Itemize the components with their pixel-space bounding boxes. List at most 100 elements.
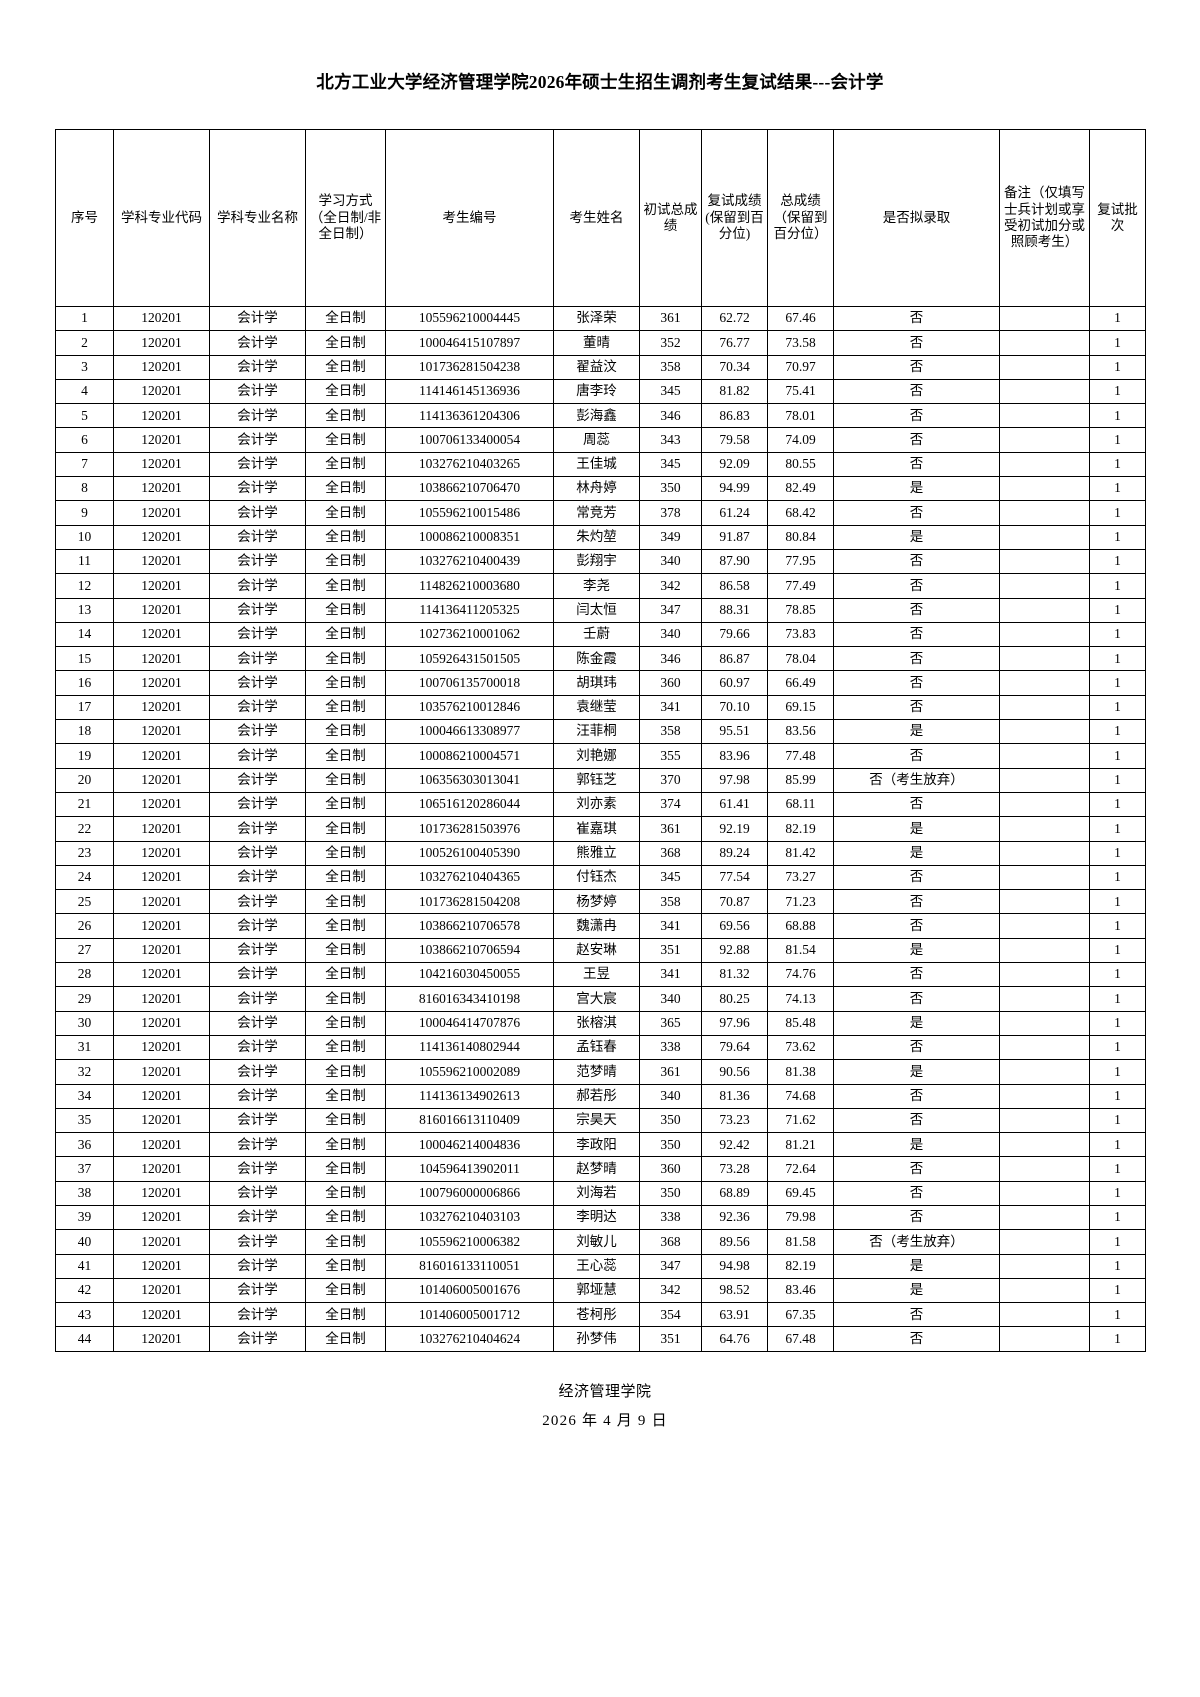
table-header-row: 序号 学科专业代码 学科专业名称 学习方式（全日制/非全日制） 考生编号 考生姓… xyxy=(55,129,1146,307)
cell-major-name: 会计学 xyxy=(209,1180,306,1206)
cell-first-exam-score: 347 xyxy=(639,597,702,623)
cell-major-code: 120201 xyxy=(113,986,210,1012)
cell-admitted: 否 xyxy=(833,694,1000,721)
cell-total-score: 69.15 xyxy=(767,694,834,721)
cell-exam-no: 100526100405390 xyxy=(385,840,554,866)
cell-retest-batch: 1 xyxy=(1089,1180,1146,1206)
cell-retest-score: 76.77 xyxy=(701,330,768,356)
cell-major-name: 会计学 xyxy=(209,378,306,405)
cell-admitted: 否 xyxy=(833,962,1000,988)
cell-admitted: 否 xyxy=(833,354,1000,380)
cell-seq: 30 xyxy=(55,1010,114,1036)
cell-study-mode: 全日制 xyxy=(305,986,386,1012)
cell-study-mode: 全日制 xyxy=(305,913,386,939)
cell-study-mode: 全日制 xyxy=(305,816,386,842)
cell-major-name: 会计学 xyxy=(209,937,306,964)
cell-retest-batch: 1 xyxy=(1089,1059,1146,1085)
cell-major-name: 会计学 xyxy=(209,1277,306,1304)
column-header-first-exam-score: 初试总成绩 xyxy=(639,129,702,307)
cell-retest-score: 73.23 xyxy=(701,1107,768,1134)
cell-admitted: 否 xyxy=(833,646,1000,672)
cell-retest-batch: 1 xyxy=(1089,1302,1146,1328)
cell-total-score: 74.68 xyxy=(767,1083,834,1109)
cell-exam-no: 101736281504208 xyxy=(385,889,554,915)
table-row: 38 120201 会计学 全日制 100796000006866 刘海若 350 68.89… xyxy=(55,1180,1146,1206)
cell-study-mode: 全日制 xyxy=(305,573,386,599)
table-row: 44 120201 会计学 全日制 103276210404624 孙梦伟 351 64.76… xyxy=(55,1326,1146,1352)
cell-first-exam-score: 342 xyxy=(639,1277,702,1304)
cell-total-score: 82.19 xyxy=(767,1253,834,1279)
cell-exam-no: 101736281503976 xyxy=(385,816,554,842)
cell-total-score: 68.42 xyxy=(767,500,834,526)
cell-candidate-name: 董晴 xyxy=(553,330,640,356)
cell-first-exam-score: 351 xyxy=(639,937,702,964)
table-row: 26 120201 会计学 全日制 103866210706578 魏潇冉 341 69.56… xyxy=(55,913,1146,939)
cell-retest-batch: 1 xyxy=(1089,427,1146,453)
cell-major-code: 120201 xyxy=(113,1326,210,1352)
cell-exam-no: 105596210002089 xyxy=(385,1059,554,1085)
cell-major-code: 120201 xyxy=(113,403,210,429)
cell-retest-score: 81.32 xyxy=(701,962,768,988)
table-row: 1 120201 会计学 全日制 105596210004445 张泽荣 361 62.72 6… xyxy=(55,305,1146,332)
cell-major-code: 120201 xyxy=(113,646,210,672)
cell-retest-batch: 1 xyxy=(1089,548,1146,575)
cell-exam-no: 816016133110051 xyxy=(385,1253,554,1279)
cell-total-score: 77.49 xyxy=(767,573,834,599)
cell-admitted: 是 xyxy=(833,719,1000,745)
cell-first-exam-score: 355 xyxy=(639,743,702,769)
cell-major-code: 120201 xyxy=(113,719,210,745)
cell-remark xyxy=(999,767,1090,793)
cell-major-code: 120201 xyxy=(113,305,210,332)
cell-major-name: 会计学 xyxy=(209,621,306,648)
cell-major-name: 会计学 xyxy=(209,1302,306,1328)
cell-candidate-name: 范梦晴 xyxy=(553,1059,640,1085)
cell-candidate-name: 陈金霞 xyxy=(553,646,640,672)
cell-candidate-name: 苍柯彤 xyxy=(553,1302,640,1328)
cell-seq: 42 xyxy=(55,1277,114,1304)
cell-study-mode: 全日制 xyxy=(305,1229,386,1255)
cell-total-score: 70.97 xyxy=(767,354,834,380)
column-header-major-name-label: 学科专业名称 xyxy=(217,209,298,225)
cell-seq: 25 xyxy=(55,889,114,915)
cell-study-mode: 全日制 xyxy=(305,1277,386,1304)
cell-major-name: 会计学 xyxy=(209,427,306,453)
cell-remark xyxy=(999,500,1090,526)
cell-retest-batch: 1 xyxy=(1089,1277,1146,1304)
cell-major-name: 会计学 xyxy=(209,1107,306,1134)
cell-first-exam-score: 368 xyxy=(639,1229,702,1255)
cell-total-score: 74.13 xyxy=(767,986,834,1012)
cell-retest-score: 64.76 xyxy=(701,1326,768,1352)
column-header-exam-no-label: 考生编号 xyxy=(442,209,497,225)
cell-first-exam-score: 340 xyxy=(639,621,702,648)
cell-exam-no: 105596210015486 xyxy=(385,500,554,526)
issue-date: 2026 年 4 月 9 日 xyxy=(542,1413,668,1430)
cell-major-code: 120201 xyxy=(113,1132,210,1158)
cell-major-name: 会计学 xyxy=(209,1326,306,1352)
cell-admitted: 否 xyxy=(833,1204,1000,1231)
cell-major-code: 120201 xyxy=(113,548,210,575)
cell-retest-score: 87.90 xyxy=(701,548,768,575)
cell-remark xyxy=(999,524,1090,550)
cell-total-score: 85.99 xyxy=(767,767,834,793)
cell-admitted: 否 xyxy=(833,864,1000,891)
cell-first-exam-score: 346 xyxy=(639,646,702,672)
cell-total-score: 82.49 xyxy=(767,476,834,502)
cell-study-mode: 全日制 xyxy=(305,864,386,891)
cell-retest-batch: 1 xyxy=(1089,840,1146,866)
table-row: 42 120201 会计学 全日制 101406005001676 郭垭慧 342 98.52… xyxy=(55,1277,1146,1304)
issuing-department: 经济管理学院 xyxy=(558,1383,652,1400)
cell-retest-score: 89.56 xyxy=(701,1229,768,1255)
cell-total-score: 80.55 xyxy=(767,451,834,478)
cell-major-code: 120201 xyxy=(113,670,210,696)
cell-study-mode: 全日制 xyxy=(305,1180,386,1206)
cell-remark xyxy=(999,889,1090,915)
cell-retest-score: 81.82 xyxy=(701,378,768,405)
cell-retest-batch: 1 xyxy=(1089,1083,1146,1109)
table-row: 37 120201 会计学 全日制 104596413902011 赵梦晴 360 73.28… xyxy=(55,1156,1146,1182)
cell-major-name: 会计学 xyxy=(209,1083,306,1109)
cell-major-name: 会计学 xyxy=(209,1010,306,1036)
cell-exam-no: 100046613308977 xyxy=(385,719,554,745)
cell-retest-batch: 1 xyxy=(1089,937,1146,964)
cell-admitted: 否 xyxy=(833,573,1000,599)
cell-retest-batch: 1 xyxy=(1089,743,1146,769)
